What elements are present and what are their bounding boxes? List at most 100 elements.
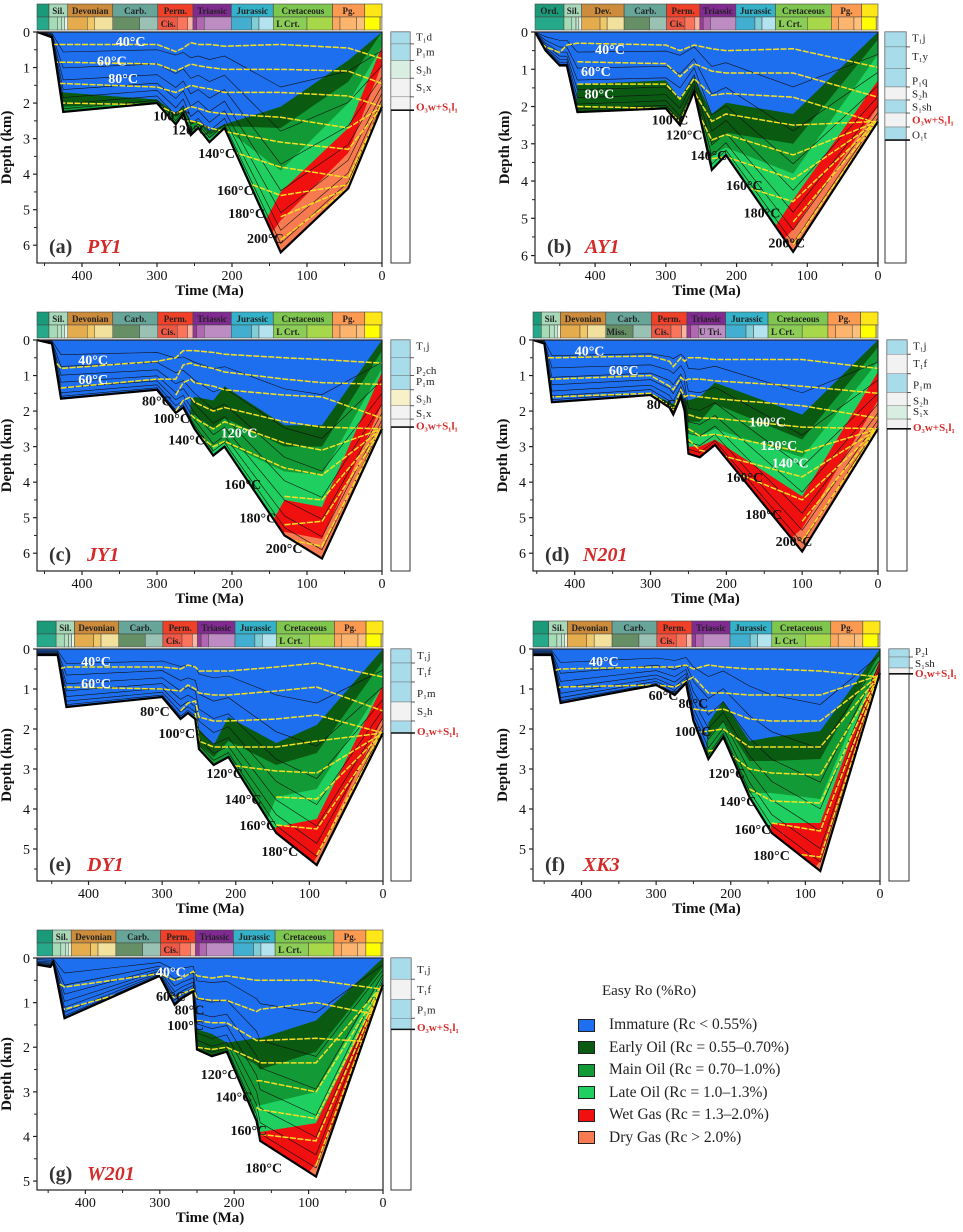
stratigraphic-column: T₁j T₁f P₁m S₂h O₃w+S₁l₁ xyxy=(390,648,459,882)
epoch-cell xyxy=(699,16,704,31)
epoch-cell xyxy=(306,324,333,339)
strat-label: S₁sh xyxy=(912,102,932,114)
period-label: Sil. xyxy=(567,6,579,16)
x-axis-label: Time (Ma) xyxy=(175,283,243,299)
epoch-cell xyxy=(306,16,333,31)
isotherm-60c xyxy=(37,61,382,85)
x-tick-label: 400 xyxy=(75,1196,96,1211)
horizon-line xyxy=(37,960,383,1090)
horizon-line xyxy=(533,653,880,810)
epoch-cell xyxy=(695,633,704,648)
y-tick-label: 4 xyxy=(23,1130,30,1145)
strat-label: S₁x xyxy=(416,82,432,94)
epoch-cell xyxy=(206,942,234,957)
strat-label: T₁j xyxy=(417,964,431,976)
isotherm-140c xyxy=(194,428,382,476)
epoch-cell xyxy=(534,16,565,31)
strat-label: T₁f xyxy=(913,358,928,370)
x-tick-label: 0 xyxy=(379,577,386,592)
strat-column-frame xyxy=(888,648,910,882)
epoch-cell xyxy=(234,633,256,648)
epoch-cell xyxy=(702,633,731,648)
isotherm-label: 160°C xyxy=(239,819,276,834)
y-tick-label: 2 xyxy=(519,405,526,420)
horizon-line xyxy=(37,959,383,1057)
horizon-line xyxy=(535,32,878,88)
epoch-cell xyxy=(139,324,158,339)
strat-label: P₁m xyxy=(417,1004,436,1016)
period-label: Triassic xyxy=(197,314,227,324)
epoch-label: Cis. xyxy=(660,636,675,646)
x-tick-label: 100 xyxy=(297,269,318,284)
panel-label: (d) xyxy=(545,544,569,566)
epoch-cell xyxy=(725,324,747,339)
epoch-cell xyxy=(142,942,161,957)
isotherm-100c xyxy=(37,102,382,129)
isotherm-label: 180°C xyxy=(744,207,781,222)
x-axis-label: Time (Ma) xyxy=(671,591,739,607)
epoch-cell xyxy=(251,324,260,339)
epoch-label: L Crt. xyxy=(771,327,795,337)
epoch-cell xyxy=(198,942,207,957)
isotherm-label: 140°C xyxy=(216,1090,253,1105)
epoch-cell xyxy=(64,324,68,339)
x-tick-label: 100 xyxy=(797,269,818,284)
isotherm-100c xyxy=(688,413,878,430)
y-tick-label: 1 xyxy=(519,370,526,385)
period-label: Sil. xyxy=(545,314,557,324)
well-name: DY1 xyxy=(86,854,124,876)
isotherm-120c xyxy=(198,732,383,774)
x-tick-label: 100 xyxy=(298,1196,319,1211)
epoch-cell xyxy=(862,633,879,648)
isotherm-80c xyxy=(196,1019,383,1044)
isotherm-label: 40°C xyxy=(575,345,605,360)
isotherm-label: 100°C xyxy=(153,110,190,125)
isotherm-label: 160°C xyxy=(734,823,771,838)
strat-unit xyxy=(390,96,411,111)
isotherm-100c xyxy=(175,395,382,430)
period-label: Pg. xyxy=(343,314,355,324)
isotherm-label: 40°C xyxy=(589,655,619,670)
epoch-cell xyxy=(830,633,839,648)
isotherm-label: 40°C xyxy=(595,43,625,58)
x-tick-label: 400 xyxy=(78,887,99,902)
epoch-cell xyxy=(827,324,836,339)
y-tick-label: 6 xyxy=(23,547,30,562)
period-cell xyxy=(365,929,384,944)
panel-label: (b) xyxy=(547,236,571,258)
horizon-line xyxy=(37,340,382,395)
epoch-cell xyxy=(745,324,754,339)
period-label: Perm. xyxy=(166,932,189,942)
epoch-cell xyxy=(68,633,72,648)
strat-unit xyxy=(390,999,412,1019)
isotherm-label: 180°C xyxy=(240,512,277,527)
strat-unit xyxy=(390,357,411,376)
panel-label: (g) xyxy=(49,1163,72,1185)
isotherm-label: 100°C xyxy=(749,416,786,431)
x-axis-label: Time (Ma) xyxy=(176,1210,244,1226)
isotherm-label: 80°C xyxy=(142,394,172,409)
x-tick-label: 300 xyxy=(655,269,676,284)
strat-unit xyxy=(390,720,412,734)
epoch-cell xyxy=(694,16,701,31)
epoch-cell xyxy=(48,16,58,31)
y-tick-label: 3 xyxy=(23,763,30,778)
isotherm-label: 80°C xyxy=(679,697,709,712)
epoch-cell xyxy=(548,633,558,648)
legend-swatch xyxy=(578,1131,595,1145)
epoch-cell xyxy=(36,633,57,648)
plot-frame xyxy=(532,339,879,572)
epoch-cell xyxy=(94,16,113,31)
epoch-cell xyxy=(571,16,577,31)
horizon-line xyxy=(37,960,383,1116)
isotherm-160c xyxy=(714,428,878,501)
epoch-cell xyxy=(254,633,263,648)
strat-unit xyxy=(390,648,412,664)
isotherm-label: 40°C xyxy=(156,965,186,980)
isotherm-label: 140°C xyxy=(720,795,757,810)
epoch-cell xyxy=(563,16,573,31)
epoch-cell xyxy=(192,16,197,31)
epoch-cell xyxy=(686,324,691,339)
period-label: Carb. xyxy=(127,932,149,942)
epoch-label: Cis. xyxy=(670,19,685,29)
